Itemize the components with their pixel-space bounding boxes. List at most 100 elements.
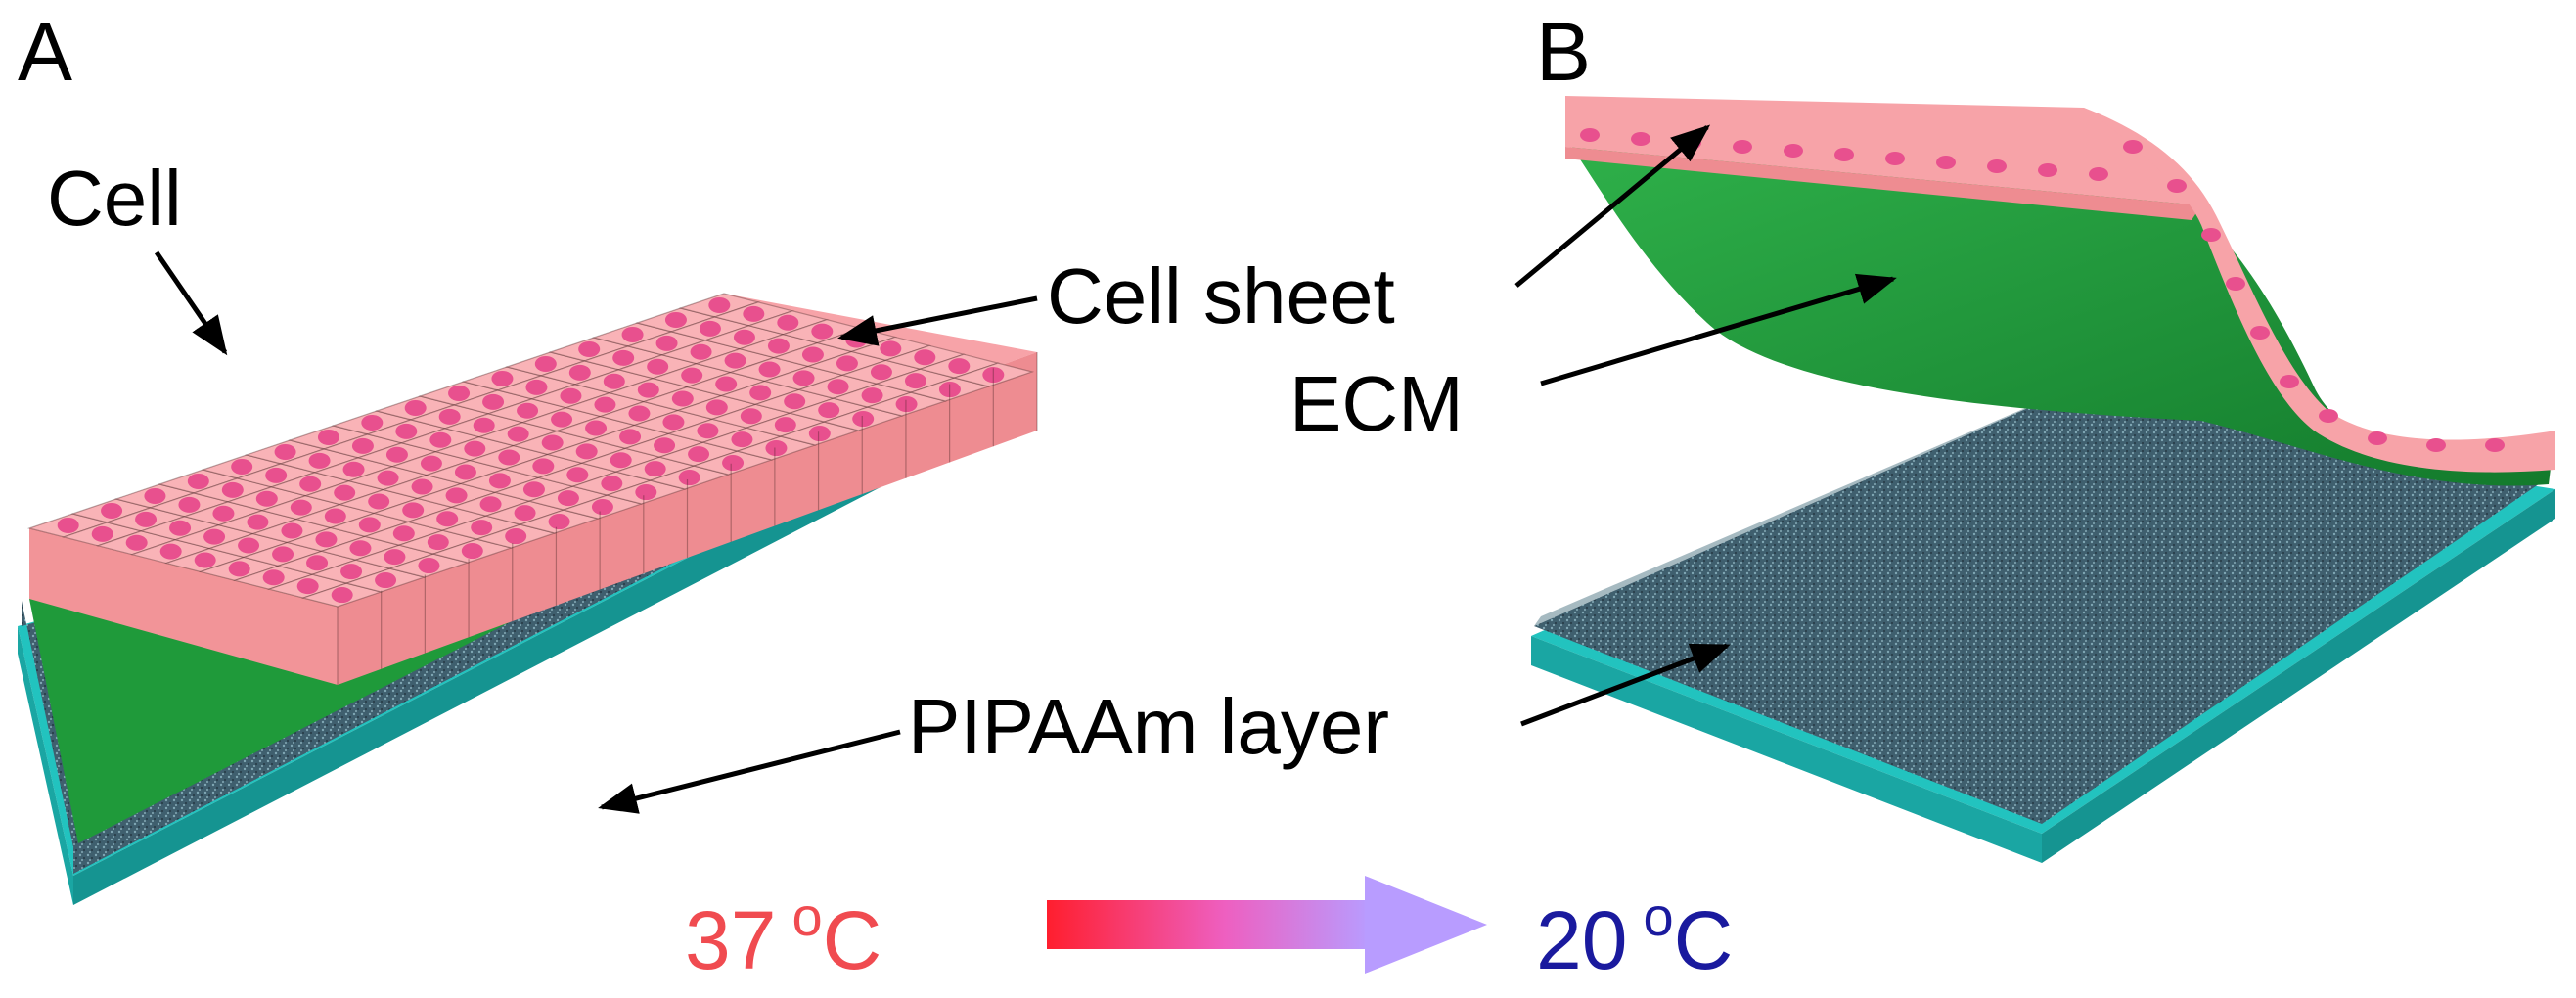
cell-nucleus-a [228, 561, 250, 577]
cell-nucleus-a [603, 373, 625, 389]
cell-nucleus-a [655, 335, 678, 351]
cell-nucleus-a [644, 461, 666, 477]
cell-nucleus-a [351, 437, 374, 454]
cell-nucleus-a [722, 455, 745, 472]
cell-nucleus-a [541, 434, 564, 451]
cell-nucleus-a [740, 408, 762, 425]
cell-nucleus-a [436, 511, 459, 527]
cell-sheet-a [26, 293, 1038, 685]
cell-nucleus-a [420, 455, 442, 472]
cell-nucleus-a [895, 396, 918, 413]
panel-b-label: B [1536, 6, 1591, 98]
cell-nucleus-a [647, 358, 669, 375]
pipaam-fuzz-b [1534, 391, 2064, 626]
cell-nucleus-a [880, 340, 902, 357]
cell-nucleus-b [1885, 152, 1905, 165]
arrow-ecm [1540, 273, 1897, 386]
cell-nucleus-a [505, 528, 527, 545]
cell-nucleus-a [566, 467, 589, 483]
cell-nucleus-a [473, 417, 495, 433]
cell-nucleus-a [101, 502, 123, 519]
cell-nucleus-b [2167, 179, 2187, 193]
cell-nucleus-a [591, 499, 613, 516]
cell-nucleus-a [938, 382, 961, 398]
cell-nucleus-a [836, 355, 858, 372]
cell-nucleus-a [255, 490, 278, 507]
cell-nucleus-a [514, 505, 536, 522]
cell-nucleus-b [2201, 228, 2221, 242]
cell-nucleus-a [427, 534, 449, 551]
cell-nucleus-a [368, 493, 390, 510]
temp-left-unit: C [823, 894, 882, 986]
cell-nucleus-a [594, 396, 616, 413]
temp-left: 37 oC [685, 885, 881, 986]
cell-nucleus-a [628, 405, 651, 422]
cell-nucleus-a [392, 525, 415, 542]
cell-nucleus-a [498, 449, 520, 466]
cell-nucleus-a [635, 484, 657, 501]
cell-nucleus-a [861, 387, 883, 404]
cell-nucleus-b [1631, 132, 1650, 146]
cell-nucleus-a [664, 311, 687, 328]
cell-nucleus-a [377, 470, 399, 486]
pipaam-surface-b [1534, 396, 2549, 824]
cell-nucleus-a [654, 437, 676, 454]
cell-band-curl-b [2084, 108, 2555, 473]
temp-right-unit: C [1674, 894, 1734, 986]
cell-nucleus-a [411, 478, 433, 495]
cell-nucleus-a [568, 364, 591, 381]
arrow-cell-sheet-b [1514, 124, 1711, 288]
cell-nucleus-a [767, 338, 790, 354]
cell-nucleus-a [585, 420, 608, 436]
cell-nucleus-a [765, 440, 788, 457]
cell-nucleus-a [358, 517, 381, 533]
cell-nucleus-a [671, 390, 694, 407]
cell-nucleus-a [317, 429, 339, 445]
cell-nucleus-a [375, 572, 397, 589]
cell-nucleus-a [852, 411, 875, 428]
cell-nucleus-a [507, 426, 529, 442]
cell-nucleus-a [404, 399, 427, 416]
temperature-arrow [1047, 876, 1487, 974]
temp-left-value: 37 [685, 894, 776, 986]
temp-right-degree: o [1643, 885, 1673, 947]
cell-nucleus-a [144, 487, 166, 504]
cell-nucleus-a [870, 364, 892, 381]
label-cell-sheet: Cell sheet [1047, 252, 1395, 340]
cell-nucleus-a [187, 473, 209, 489]
cell-nucleus-b [2280, 375, 2299, 388]
temp-right: 20 oC [1536, 885, 1733, 986]
cell-nucleus-a [274, 443, 296, 460]
cell-nucleus-a [361, 414, 384, 431]
cell-nucleus-a [247, 514, 269, 530]
cell-nucleus-a [601, 476, 623, 492]
arrow-cell-sheet-a [837, 295, 1038, 346]
cell-nucleus-a [784, 393, 806, 410]
cell-nucleus-a [621, 326, 644, 342]
cell-nucleus-b [1987, 159, 2007, 173]
cell-nucleus-a [578, 340, 601, 357]
cell-nucleus-a [135, 511, 158, 527]
cell-nucleus-a [461, 543, 483, 560]
cell-nucleus-a [491, 370, 514, 386]
cell-nucleus-a [724, 352, 746, 369]
cell-nucleus-a [324, 508, 346, 524]
cell-nucleus-a [349, 540, 372, 557]
cell-nucleus-b [2250, 326, 2270, 340]
cell-nucleus-a [308, 452, 331, 469]
label-pipaam-layer: PIPAAm layer [908, 683, 1389, 770]
cell-nucleus-a [662, 414, 685, 431]
cell-nucleus-a [221, 481, 244, 498]
panel-a-label: A [18, 6, 72, 98]
cell-nucleus-a [296, 578, 319, 595]
cell-nucleus-a [438, 408, 461, 425]
cell-nucleus-a [402, 502, 425, 519]
cell-nucleus-a [792, 370, 815, 386]
cell-nucleus-b [1733, 140, 1752, 154]
cell-nucleus-a [482, 393, 505, 410]
substrate-front-face-b [2042, 489, 2555, 863]
cell-nucleus-a [231, 458, 253, 475]
cell-nucleus-a [705, 399, 728, 416]
cell-nucleus-a [708, 296, 731, 313]
